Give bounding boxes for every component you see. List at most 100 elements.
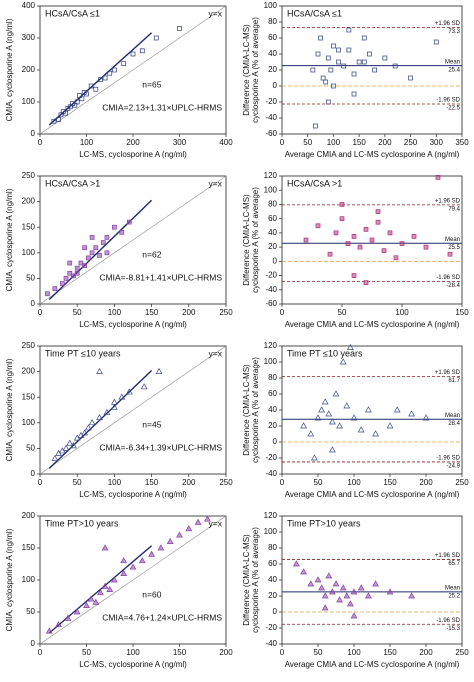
- point: [325, 99, 331, 105]
- point: [329, 418, 336, 425]
- point: [363, 280, 369, 286]
- point: [357, 584, 365, 591]
- plot-frame: [281, 175, 463, 305]
- y-tick-label: 40: [268, 405, 277, 414]
- point: [129, 563, 137, 570]
- x-tick-label: 150: [173, 648, 187, 657]
- point: [329, 446, 336, 453]
- point: [155, 367, 163, 374]
- point: [315, 223, 321, 229]
- point: [327, 251, 333, 257]
- x-tick-label: 100: [327, 138, 341, 147]
- x-tick-label: 250: [455, 648, 469, 657]
- y-tick-label: 100: [22, 248, 36, 257]
- reference-value: 25.4: [448, 67, 460, 73]
- x-tick-label: 150: [352, 138, 366, 147]
- y-axis-title: cyclosporine A (% of average): [251, 187, 260, 293]
- y-tick-label: 120: [264, 171, 278, 180]
- point: [101, 544, 109, 551]
- y-tick-label: 0: [31, 129, 36, 138]
- y-tick-label: 0: [31, 469, 36, 478]
- y-tick-label: 0: [273, 607, 278, 616]
- x-axis-title: Average CMIA and LC-MS cyclosporine A (n…: [285, 150, 460, 159]
- point: [106, 585, 114, 592]
- x-tick-label: 50: [82, 648, 91, 657]
- panel-title: HCsA/CsA ≤1: [287, 8, 342, 18]
- point: [356, 59, 362, 65]
- y-tick-label: 200: [22, 511, 36, 520]
- point: [96, 413, 103, 421]
- point: [125, 388, 133, 395]
- point: [343, 402, 351, 409]
- y-tick-label: 250: [22, 341, 36, 350]
- x-tick-label: 200: [419, 648, 433, 657]
- point: [346, 47, 352, 53]
- point: [325, 572, 333, 579]
- reference-value: 81.7: [448, 378, 460, 384]
- point: [325, 55, 331, 61]
- point: [372, 430, 379, 437]
- reference-label: -1.96 SD: [436, 618, 460, 624]
- point: [89, 235, 95, 240]
- point: [303, 237, 309, 243]
- y-tick-label: 0: [273, 81, 278, 90]
- y-tick-label: 0: [31, 639, 36, 648]
- point: [339, 202, 345, 207]
- point: [104, 235, 110, 240]
- y-tick-label: 60: [268, 389, 277, 398]
- plot-area: [282, 26, 462, 105]
- x-tick-label: 0: [38, 478, 43, 487]
- x-axis-title: Average CMIA and LC-MS cyclosporine A (n…: [285, 320, 460, 329]
- point: [118, 393, 126, 400]
- x-tick-label: 50: [303, 138, 312, 147]
- panel: 0 50 100 150 200 250 -40 -20 0 20 40 60 80 100 120 Aver…: [242, 511, 469, 669]
- point: [140, 383, 148, 390]
- point: [357, 244, 363, 250]
- y-tick-label: 60: [268, 214, 277, 223]
- y-tick-label: 40: [268, 228, 277, 237]
- y-tick-label: 20: [268, 242, 277, 251]
- x-axis-title: Average CMIA and LC-MS cyclosporine A (n…: [285, 490, 460, 499]
- point: [52, 286, 58, 291]
- point: [166, 537, 174, 544]
- annotation: CMIA=-8.81+1.41×UPLC-HRMS: [99, 273, 222, 283]
- point: [307, 580, 315, 587]
- y-tick-label: 0: [273, 437, 278, 446]
- y-tick-label: 120: [264, 341, 278, 350]
- x-tick-label: 150: [383, 648, 397, 657]
- y-tick-label: 150: [22, 543, 36, 552]
- y-tick-label: -60: [265, 299, 277, 308]
- plot-frame: [39, 345, 227, 475]
- plot-frame: [39, 175, 227, 305]
- point: [93, 86, 99, 92]
- x-tick-label: 400: [219, 138, 233, 147]
- panel: 0 50 100 150 200 250 0 50 100 150 200 250 LC-MS, cyc…: [5, 341, 233, 499]
- annotation: CMIA=2.13+1.31×UPLC-HRMS: [102, 103, 222, 113]
- panel-title: Time PT ≤10 years: [45, 348, 121, 358]
- x-tick-label: 200: [182, 478, 196, 487]
- x-tick-label: 0: [280, 648, 285, 657]
- reference-value: -22.5: [446, 106, 460, 112]
- point: [321, 592, 329, 599]
- x-tick-label: 50: [73, 478, 82, 487]
- point: [64, 614, 72, 621]
- point: [433, 39, 439, 45]
- point: [408, 75, 413, 81]
- x-tick-label: 100: [347, 478, 361, 487]
- x-tick-label: 0: [38, 308, 43, 317]
- point: [84, 91, 89, 97]
- point: [139, 48, 145, 54]
- point: [79, 96, 85, 102]
- point: [67, 270, 73, 276]
- reference-value: 25.5: [448, 245, 460, 251]
- point: [369, 237, 375, 243]
- x-tick-label: 100: [347, 648, 361, 657]
- point: [311, 454, 318, 461]
- x-tick-label: 150: [455, 308, 469, 317]
- point: [63, 110, 68, 116]
- point: [300, 568, 307, 575]
- x-tick-label: 50: [314, 478, 323, 487]
- point: [314, 576, 322, 583]
- point: [345, 241, 351, 246]
- y-axis-title: Difference (CMIA-LC-MS): [242, 24, 251, 116]
